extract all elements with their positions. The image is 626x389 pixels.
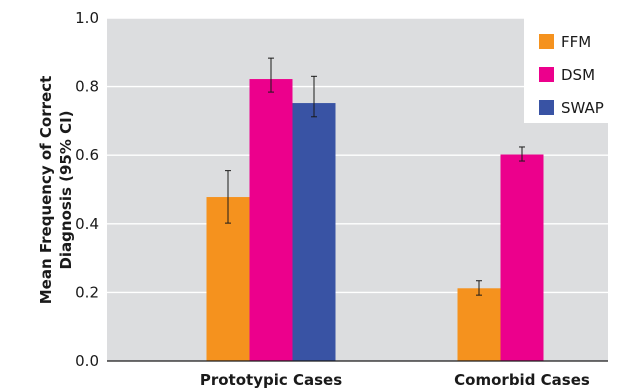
legend: FFM DSM SWAP: [524, 18, 608, 123]
legend-swatch-ffm: [539, 34, 554, 49]
axes: 0.0 0.2 0.4 0.6 0.8 1.0: [75, 9, 608, 370]
bar-swap-prototypic: [292, 103, 336, 362]
legend-swatch-swap: [539, 100, 554, 115]
y-tick-label: 0.8: [75, 78, 99, 96]
y-tick-label: 0.0: [75, 352, 99, 370]
legend-swatch-dsm: [539, 67, 554, 82]
bar-dsm-comorbid: [500, 154, 544, 361]
bar-ffm-prototypic: [206, 197, 250, 361]
axis-labels: Prototypic Cases Comorbid Cases Mean Frequ…: [37, 76, 590, 389]
x-category-label: Comorbid Cases: [454, 371, 590, 389]
legend-label-ffm: FFM: [561, 33, 591, 51]
x-category-label: Prototypic Cases: [200, 371, 342, 389]
legend-label-dsm: DSM: [561, 66, 595, 84]
bar-dsm-prototypic: [249, 79, 293, 361]
legend-label-swap: SWAP: [561, 99, 604, 117]
y-tick-label: 0.4: [75, 215, 99, 233]
bars-layer: [206, 57, 544, 362]
bar-ffm-comorbid: [457, 288, 501, 361]
y-tick-label: 1.0: [75, 9, 99, 27]
legend-box: [524, 18, 608, 123]
y-axis-label: Mean Frequency of Correct Diagnosis (95% …: [37, 76, 75, 305]
y-axis-label-line-1: Mean Frequency of Correct: [37, 76, 55, 305]
y-axis-label-line-2: Diagnosis (95% CI): [57, 110, 75, 269]
y-tick-label: 0.6: [75, 146, 99, 164]
y-tick-label: 0.2: [75, 283, 99, 301]
